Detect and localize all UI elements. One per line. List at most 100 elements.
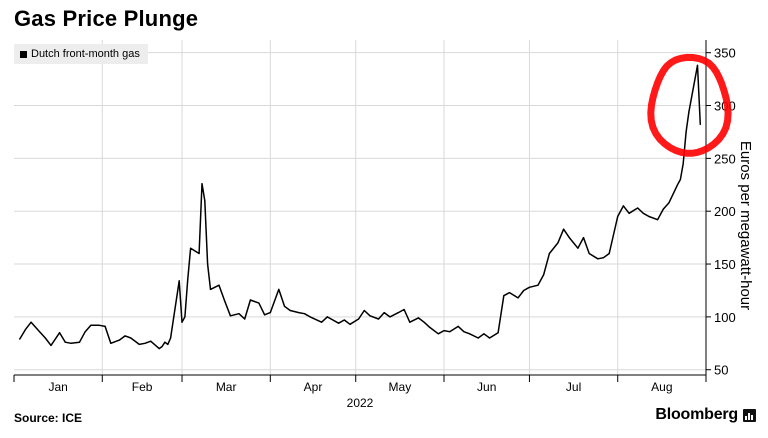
data-point [622,205,625,207]
y-tick-label: 350 [714,46,736,61]
gridlines [14,40,706,375]
data-point [602,257,605,259]
data-point [244,318,246,320]
data-point [84,331,86,333]
data-point [19,338,21,340]
data-point [469,333,471,335]
data-point [207,263,209,265]
brand-logo: Bloomberg [655,406,756,424]
data-point [309,316,311,318]
data-point [187,279,189,281]
data-point [338,322,340,324]
data-point [78,341,81,343]
data-point [258,302,260,304]
annotation-layer [647,53,732,157]
data-point [637,207,639,209]
data-point [397,312,399,314]
data-point [417,317,419,319]
data-point [283,305,286,307]
data-point [90,324,92,326]
data-point [477,337,479,339]
data-point [98,324,100,326]
data-point [181,321,183,323]
data-point [229,315,231,317]
data-point [224,300,226,302]
x-tick-label: Jun [477,380,496,394]
y-tick-label: 50 [714,363,728,378]
data-point [363,309,365,312]
data-point [161,345,163,348]
data-point [685,131,687,133]
data-point [699,123,701,126]
data-point [289,309,291,312]
data-point [537,284,539,286]
data-point [110,342,112,344]
data-point [249,299,251,301]
data-point [278,288,280,290]
series-group [19,64,702,350]
data-point [648,215,650,218]
x-axis-label: 2022 [347,396,374,410]
x-tick-label: Apr [304,380,323,394]
x-tick-label: Mar [216,380,237,394]
data-point [523,289,525,292]
y-tick-label: 100 [714,310,736,325]
data-point [303,313,306,315]
data-point [124,335,126,337]
data-point [528,286,531,288]
data-point [164,341,166,343]
data-point [158,348,160,350]
data-point [662,208,664,210]
legend-label: Dutch front-month gas [31,48,140,60]
data-point [617,215,619,218]
data-point [358,318,360,320]
data-point [64,341,66,343]
data-point [409,321,411,323]
data-point [198,252,200,255]
data-point [201,183,203,185]
data-point [668,202,670,204]
data-point [563,228,565,230]
source-note: Source: ICE [14,411,83,425]
data-point [167,343,169,345]
data-point [548,252,551,255]
data-point [209,288,212,290]
data-point [508,292,511,294]
data-point [423,321,425,323]
data-point [457,325,459,327]
data-point [389,316,391,318]
data-point [483,333,485,335]
data-point [383,312,385,314]
y-tick-label: 150 [714,257,736,272]
y-tick-label: 200 [714,204,736,219]
data-point [178,280,180,282]
data-point [377,318,380,320]
data-point [657,219,659,221]
data-point [104,325,106,327]
data-point [403,308,405,311]
data-point [497,332,499,334]
y-axis-label: Euros per megawatt-hour [737,141,754,310]
data-point [321,321,323,323]
data-point [349,323,351,325]
data-point [517,297,519,299]
data-point [24,329,26,331]
data-point [582,237,585,239]
data-point [130,337,132,339]
data-point [269,312,271,314]
chart-title: Gas Price Plunge [14,6,199,31]
x-tick-label: Feb [132,380,153,394]
legend-swatch [20,50,27,58]
data-point [264,314,266,316]
legend: Dutch front-month gas [14,44,148,64]
data-point [503,295,505,297]
data-point [679,178,682,181]
data-point [39,331,41,333]
data-point [696,64,699,66]
brand-name: Bloomberg [655,406,738,423]
data-point [298,312,300,314]
data-point [543,274,545,276]
data-point [218,284,220,286]
